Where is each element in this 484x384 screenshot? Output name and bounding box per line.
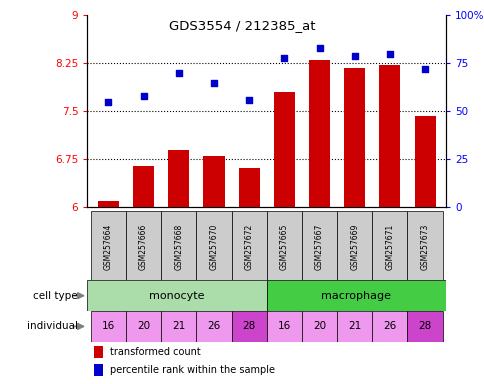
Text: 26: 26 [382, 321, 396, 331]
Text: cell type: cell type [33, 291, 77, 301]
Point [175, 70, 182, 76]
Text: GDS3554 / 212385_at: GDS3554 / 212385_at [169, 19, 315, 32]
Bar [91, 211, 126, 280]
Text: GSM257670: GSM257670 [209, 223, 218, 270]
Text: 16: 16 [102, 321, 115, 331]
Bar [266, 211, 302, 280]
Text: GSM257667: GSM257667 [315, 223, 323, 270]
Point [245, 97, 253, 103]
Point [210, 79, 217, 86]
Bar [231, 311, 266, 342]
Text: 21: 21 [348, 321, 361, 331]
Text: 20: 20 [312, 321, 325, 331]
Text: monocyte: monocyte [149, 291, 204, 301]
Text: GSM257673: GSM257673 [420, 223, 429, 270]
Bar [126, 311, 161, 342]
Bar [266, 280, 445, 311]
Bar [161, 211, 196, 280]
Text: GSM257669: GSM257669 [349, 223, 359, 270]
Bar [344, 68, 364, 207]
Text: percentile rank within the sample: percentile rank within the sample [110, 365, 275, 375]
Text: GSM257672: GSM257672 [244, 223, 253, 270]
Text: GSM257668: GSM257668 [174, 223, 183, 270]
Bar [87, 280, 266, 311]
Bar [161, 311, 196, 342]
Bar [203, 156, 224, 207]
Text: transformed count: transformed count [110, 347, 200, 357]
Bar [407, 311, 442, 342]
Text: 20: 20 [137, 321, 150, 331]
Bar [98, 201, 119, 207]
Bar [126, 211, 161, 280]
Bar [372, 211, 407, 280]
Text: macrophage: macrophage [321, 291, 391, 301]
Bar [133, 166, 154, 207]
Bar [196, 211, 231, 280]
Bar [336, 311, 372, 342]
Bar [238, 168, 259, 207]
Text: GSM257671: GSM257671 [385, 223, 393, 270]
Text: 21: 21 [172, 321, 185, 331]
Bar [302, 211, 336, 280]
Bar [196, 311, 231, 342]
Point [105, 99, 112, 105]
Bar [372, 311, 407, 342]
Point [280, 55, 287, 61]
Bar [273, 92, 294, 207]
Bar [308, 60, 330, 207]
Text: 26: 26 [207, 321, 220, 331]
Bar [94, 346, 103, 358]
Text: 16: 16 [277, 321, 290, 331]
Bar [378, 65, 400, 207]
Point [385, 51, 393, 57]
Bar [94, 364, 103, 376]
Bar [168, 150, 189, 207]
Text: individual: individual [27, 321, 77, 331]
Bar [336, 211, 372, 280]
Bar [91, 311, 126, 342]
Text: 28: 28 [242, 321, 255, 331]
Text: GSM257664: GSM257664 [104, 223, 113, 270]
Text: GSM257666: GSM257666 [139, 223, 148, 270]
Text: 28: 28 [418, 321, 431, 331]
Bar [302, 311, 336, 342]
Point [420, 66, 428, 72]
Point [139, 93, 147, 99]
Point [350, 53, 358, 59]
Point [315, 45, 323, 51]
Bar [414, 116, 435, 207]
Bar [266, 311, 302, 342]
Text: GSM257665: GSM257665 [279, 223, 288, 270]
Bar [231, 211, 266, 280]
Bar [407, 211, 442, 280]
